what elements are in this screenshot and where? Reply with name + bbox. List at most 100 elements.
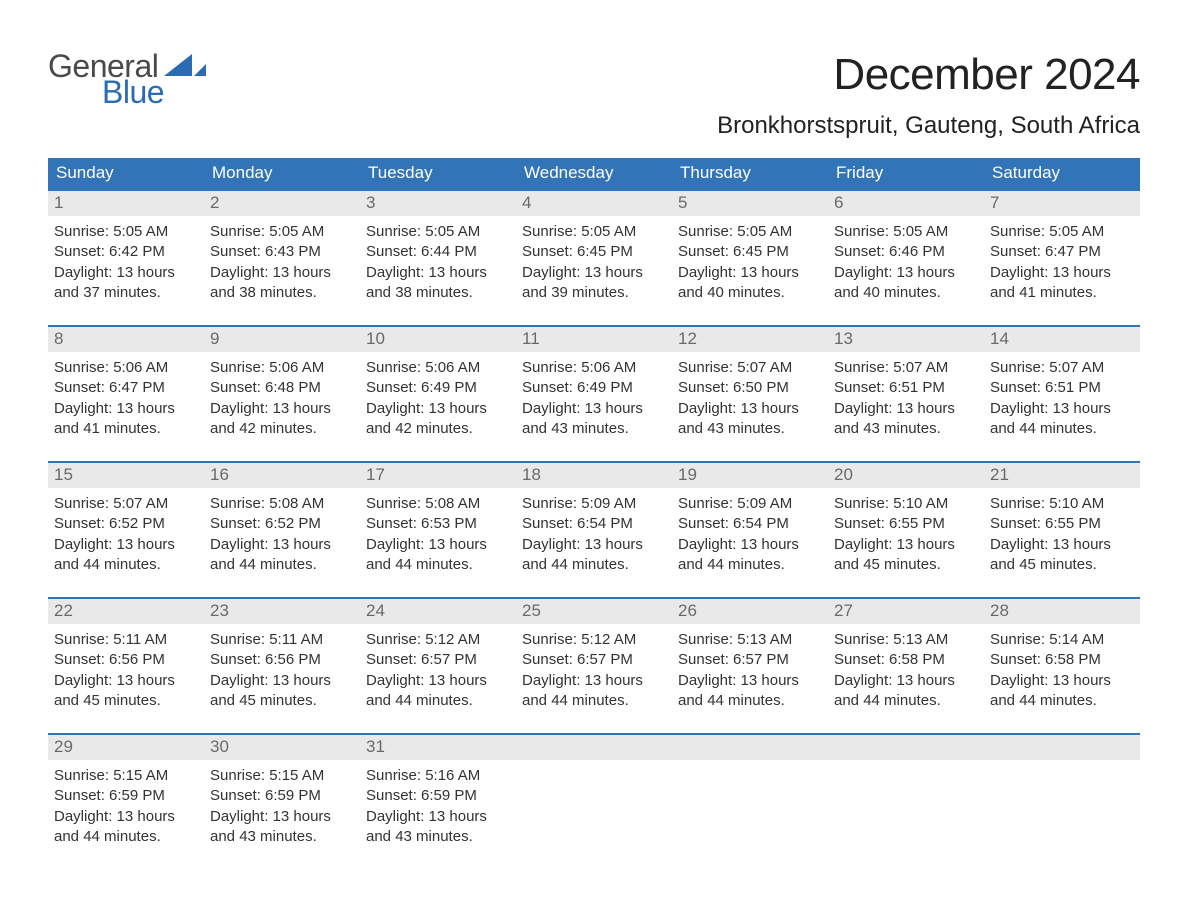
day-sunset: Sunset: 6:45 PM: [678, 242, 822, 262]
day-number: 14: [984, 327, 1140, 352]
day-dl2: and 42 minutes.: [366, 419, 510, 439]
day-sunset: Sunset: 6:51 PM: [834, 378, 978, 398]
day-number: 26: [672, 599, 828, 624]
day-dl2: and 44 minutes.: [678, 691, 822, 711]
day-dl1: Daylight: 13 hours: [990, 671, 1134, 691]
day-sunrise: Sunrise: 5:11 AM: [210, 630, 354, 650]
day-cell: Sunrise: 5:06 AMSunset: 6:48 PMDaylight:…: [204, 352, 360, 443]
day-sunset: Sunset: 6:54 PM: [678, 514, 822, 534]
day-dl1: Daylight: 13 hours: [678, 263, 822, 283]
day-sunset: Sunset: 6:59 PM: [366, 786, 510, 806]
day-dl2: and 38 minutes.: [210, 283, 354, 303]
day-dl1: Daylight: 13 hours: [522, 263, 666, 283]
day-dl1: Daylight: 13 hours: [678, 399, 822, 419]
day-dl2: and 39 minutes.: [522, 283, 666, 303]
day-sunrise: Sunrise: 5:15 AM: [54, 766, 198, 786]
day-sunrise: Sunrise: 5:06 AM: [54, 358, 198, 378]
day-sunrise: Sunrise: 5:06 AM: [210, 358, 354, 378]
day-cell: [984, 760, 1140, 851]
day-number: 15: [48, 463, 204, 488]
day-sunrise: Sunrise: 5:07 AM: [678, 358, 822, 378]
day-number: 21: [984, 463, 1140, 488]
day-sunrise: Sunrise: 5:06 AM: [522, 358, 666, 378]
day-number-strip: 293031: [48, 735, 1140, 760]
day-dl1: Daylight: 13 hours: [522, 535, 666, 555]
day-sunset: Sunset: 6:42 PM: [54, 242, 198, 262]
week-row: 293031Sunrise: 5:15 AMSunset: 6:59 PMDay…: [48, 733, 1140, 851]
day-dl1: Daylight: 13 hours: [678, 535, 822, 555]
day-dl1: Daylight: 13 hours: [54, 807, 198, 827]
day-dl2: and 44 minutes.: [54, 827, 198, 847]
title-block: December 2024 Bronkhorstspruit, Gauteng,…: [717, 50, 1140, 152]
day-dl2: and 45 minutes.: [990, 555, 1134, 575]
day-cell: Sunrise: 5:07 AMSunset: 6:50 PMDaylight:…: [672, 352, 828, 443]
day-dl2: and 42 minutes.: [210, 419, 354, 439]
day-dl1: Daylight: 13 hours: [990, 535, 1134, 555]
day-dl2: and 44 minutes.: [366, 691, 510, 711]
day-sunrise: Sunrise: 5:07 AM: [834, 358, 978, 378]
day-dl2: and 44 minutes.: [522, 555, 666, 575]
day-number: [828, 735, 984, 760]
day-dl2: and 40 minutes.: [678, 283, 822, 303]
day-sunset: Sunset: 6:47 PM: [990, 242, 1134, 262]
day-sunrise: Sunrise: 5:05 AM: [54, 222, 198, 242]
day-dl1: Daylight: 13 hours: [54, 399, 198, 419]
day-cell: Sunrise: 5:05 AMSunset: 6:45 PMDaylight:…: [516, 216, 672, 307]
day-sunrise: Sunrise: 5:05 AM: [210, 222, 354, 242]
day-dl1: Daylight: 13 hours: [54, 535, 198, 555]
day-dl1: Daylight: 13 hours: [210, 807, 354, 827]
day-cell: Sunrise: 5:09 AMSunset: 6:54 PMDaylight:…: [672, 488, 828, 579]
day-sunset: Sunset: 6:59 PM: [210, 786, 354, 806]
day-number: 24: [360, 599, 516, 624]
day-number-strip: 22232425262728: [48, 599, 1140, 624]
day-sunrise: Sunrise: 5:10 AM: [990, 494, 1134, 514]
day-number: 13: [828, 327, 984, 352]
day-sunset: Sunset: 6:57 PM: [366, 650, 510, 670]
day-number: 7: [984, 191, 1140, 216]
day-cell: Sunrise: 5:13 AMSunset: 6:58 PMDaylight:…: [828, 624, 984, 715]
day-number: 23: [204, 599, 360, 624]
day-cell: Sunrise: 5:07 AMSunset: 6:51 PMDaylight:…: [984, 352, 1140, 443]
day-cell: Sunrise: 5:08 AMSunset: 6:53 PMDaylight:…: [360, 488, 516, 579]
day-cell: Sunrise: 5:05 AMSunset: 6:47 PMDaylight:…: [984, 216, 1140, 307]
day-cell: Sunrise: 5:11 AMSunset: 6:56 PMDaylight:…: [204, 624, 360, 715]
day-dl1: Daylight: 13 hours: [366, 263, 510, 283]
day-cell: Sunrise: 5:05 AMSunset: 6:44 PMDaylight:…: [360, 216, 516, 307]
day-number: 30: [204, 735, 360, 760]
weekday-header-row: Sunday Monday Tuesday Wednesday Thursday…: [48, 158, 1140, 189]
day-sunrise: Sunrise: 5:07 AM: [990, 358, 1134, 378]
day-dl2: and 44 minutes.: [522, 691, 666, 711]
day-cell: Sunrise: 5:05 AMSunset: 6:43 PMDaylight:…: [204, 216, 360, 307]
day-cell: [672, 760, 828, 851]
day-cell: Sunrise: 5:13 AMSunset: 6:57 PMDaylight:…: [672, 624, 828, 715]
day-number: 28: [984, 599, 1140, 624]
day-number: [672, 735, 828, 760]
day-dl2: and 40 minutes.: [834, 283, 978, 303]
day-sunset: Sunset: 6:50 PM: [678, 378, 822, 398]
day-sunrise: Sunrise: 5:05 AM: [678, 222, 822, 242]
weekday-header: Friday: [828, 158, 984, 189]
day-cell: [828, 760, 984, 851]
day-dl2: and 44 minutes.: [990, 691, 1134, 711]
day-cell: Sunrise: 5:06 AMSunset: 6:49 PMDaylight:…: [360, 352, 516, 443]
day-cell: Sunrise: 5:16 AMSunset: 6:59 PMDaylight:…: [360, 760, 516, 851]
day-number: 17: [360, 463, 516, 488]
day-cell: Sunrise: 5:05 AMSunset: 6:46 PMDaylight:…: [828, 216, 984, 307]
day-dl1: Daylight: 13 hours: [210, 263, 354, 283]
location-subtitle: Bronkhorstspruit, Gauteng, South Africa: [717, 112, 1140, 140]
day-number: 11: [516, 327, 672, 352]
day-number: 12: [672, 327, 828, 352]
day-sunset: Sunset: 6:55 PM: [834, 514, 978, 534]
day-number: 5: [672, 191, 828, 216]
day-number-strip: 15161718192021: [48, 463, 1140, 488]
day-sunset: Sunset: 6:58 PM: [834, 650, 978, 670]
week-row: 1234567Sunrise: 5:05 AMSunset: 6:42 PMDa…: [48, 189, 1140, 307]
day-dl2: and 38 minutes.: [366, 283, 510, 303]
day-sunrise: Sunrise: 5:09 AM: [678, 494, 822, 514]
day-dl1: Daylight: 13 hours: [54, 671, 198, 691]
day-sunset: Sunset: 6:47 PM: [54, 378, 198, 398]
day-sunset: Sunset: 6:57 PM: [678, 650, 822, 670]
day-cell: Sunrise: 5:05 AMSunset: 6:45 PMDaylight:…: [672, 216, 828, 307]
weekday-header: Wednesday: [516, 158, 672, 189]
day-sunrise: Sunrise: 5:12 AM: [522, 630, 666, 650]
